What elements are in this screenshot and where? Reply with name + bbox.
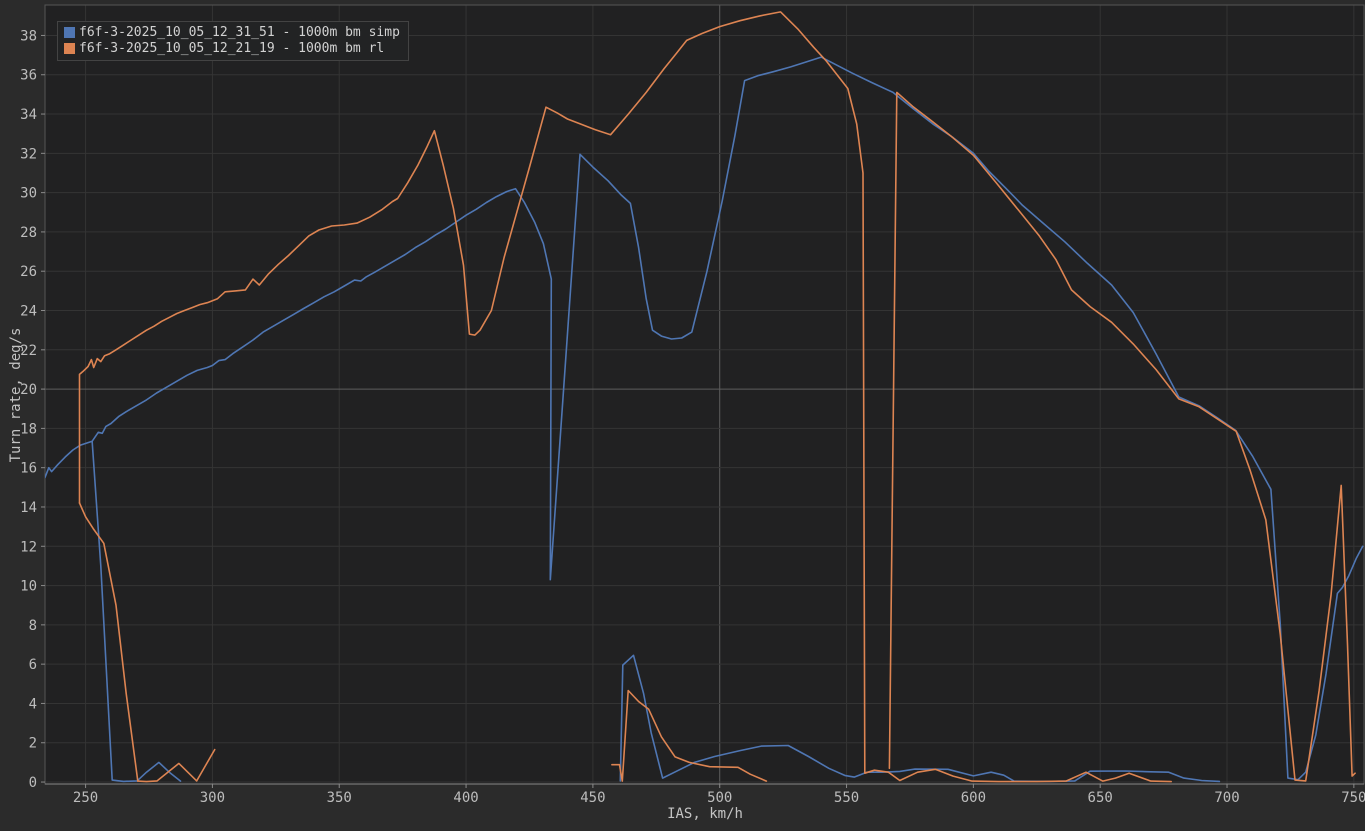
series-1-strand-2 — [78, 502, 139, 782]
y-tick-label: 34 — [20, 107, 37, 123]
series-1-strand-3 — [137, 748, 216, 783]
y-axis-title: Turn rate, deg/s — [8, 327, 24, 463]
y-tick-label: 36 — [20, 68, 37, 84]
x-tick-label: 400 — [453, 790, 478, 806]
y-tick-label: 0 — [29, 775, 37, 791]
y-tick-label: 20 — [20, 382, 37, 398]
x-tick-label: 350 — [327, 790, 352, 806]
y-tick-label: 14 — [20, 500, 37, 516]
y-tick-label: 26 — [20, 264, 37, 280]
x-tick-label: 550 — [834, 790, 859, 806]
legend-label-rl: f6f-3-2025_10_05_12_21_19 - 1000m bm rl — [79, 41, 385, 56]
legend-swatch-orange-icon — [64, 43, 75, 54]
x-tick-label: 600 — [961, 790, 986, 806]
x-tick-label: 750 — [1341, 790, 1365, 806]
y-tick-label: 24 — [20, 304, 37, 320]
legend-label-simp: f6f-3-2025_10_05_12_31_51 - 1000m bm sim… — [79, 25, 400, 40]
axis-ticks: 250 300 350 400 450 500 550 600 650 700 7500246810… — [20, 28, 1365, 806]
legend-item-rl[interactable]: f6f-3-2025_10_05_12_21_19 - 1000m bm rl — [64, 41, 400, 56]
y-tick-label: 16 — [20, 461, 37, 477]
y-tick-label: 12 — [20, 539, 37, 555]
y-tick-label: 8 — [29, 618, 37, 634]
y-tick-label: 4 — [29, 696, 37, 712]
y-tick-label: 2 — [29, 736, 37, 752]
y-tick-label: 38 — [20, 28, 37, 44]
y-tick-label: 28 — [20, 225, 37, 241]
legend-item-simp[interactable]: f6f-3-2025_10_05_12_31_51 - 1000m bm sim… — [64, 25, 400, 40]
chart-legend[interactable]: f6f-3-2025_10_05_12_31_51 - 1000m bm sim… — [57, 21, 409, 61]
x-tick-label: 650 — [1088, 790, 1113, 806]
y-tick-label: 6 — [29, 657, 37, 673]
y-tick-label: 32 — [20, 146, 37, 162]
x-tick-label: 300 — [200, 790, 225, 806]
x-axis-title: IAS, km/h — [667, 806, 743, 822]
series-0-strand-0 — [45, 56, 1364, 781]
y-tick-label: 18 — [20, 421, 37, 437]
plot-area — [45, 5, 1364, 784]
x-tick-label: 700 — [1214, 790, 1239, 806]
y-tick-label: 22 — [20, 343, 37, 359]
y-tick-label: 30 — [20, 186, 37, 202]
series-1-strand-1 — [888, 91, 1356, 782]
y-tick-label: 10 — [20, 579, 37, 595]
series-1-strand-4 — [611, 689, 768, 782]
x-tick-label: 500 — [707, 790, 732, 806]
series-0-strand-2 — [619, 654, 1221, 783]
x-tick-label: 250 — [73, 790, 98, 806]
legend-swatch-blue-icon — [64, 27, 75, 38]
series-1-strand-0 — [78, 11, 1172, 783]
x-tick-label: 450 — [580, 790, 605, 806]
series-1-lines — [78, 11, 1356, 783]
gridlines — [45, 5, 1364, 784]
